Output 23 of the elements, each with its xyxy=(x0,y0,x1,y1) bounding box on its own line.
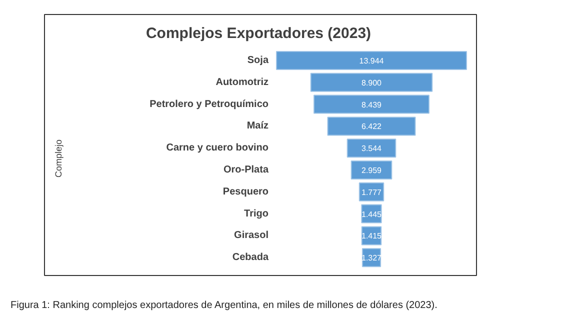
category-label: Petrolero y Petroquímico xyxy=(150,98,269,110)
category-label: Pesquero xyxy=(222,186,269,198)
data-label: 8.439 xyxy=(361,100,382,110)
text: Complejos Exportadores (2023) xyxy=(146,25,372,42)
category-label: Girasol xyxy=(234,230,269,242)
category-label: Automotriz xyxy=(216,76,269,88)
data-label: 8.900 xyxy=(361,78,382,88)
category-label: Oro-Plata xyxy=(223,164,269,176)
data-label: 1.415 xyxy=(361,232,382,241)
category-label: Trigo xyxy=(244,208,269,220)
data-label: 1.327 xyxy=(361,254,382,263)
data-label: 6.422 xyxy=(361,122,382,132)
data-label: 3.544 xyxy=(361,144,382,154)
data-label: 1.777 xyxy=(361,188,382,197)
category-label: Maíz xyxy=(246,120,268,132)
text: Figura 1: Ranking complejos exportadores de Argentina, en miles de millones de dólares (2023). xyxy=(10,300,438,311)
data-label: 1.445 xyxy=(361,210,382,219)
data-label: 13.944 xyxy=(359,56,384,66)
text: Complejo xyxy=(54,139,64,178)
category-label: Soja xyxy=(247,55,269,66)
category-label: Cebada xyxy=(232,252,269,264)
category-label: Carne y cuero bovino xyxy=(166,142,269,154)
data-label: 2.959 xyxy=(361,166,382,175)
